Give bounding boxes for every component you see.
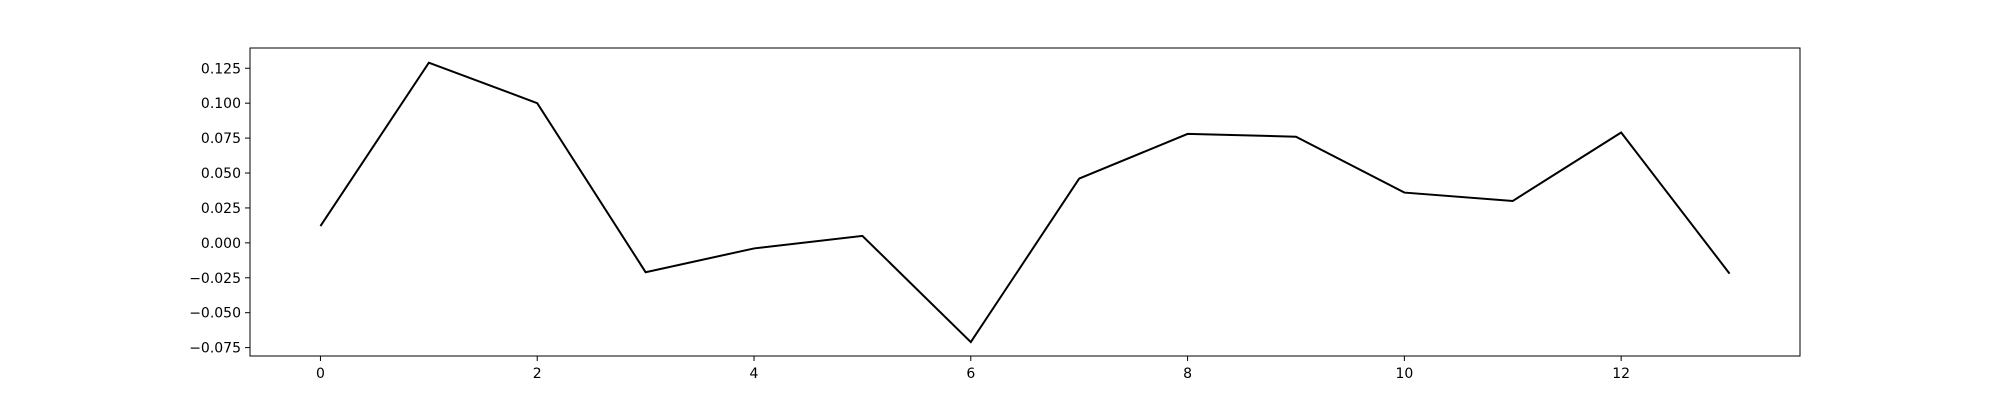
- x-tick-label: 4: [750, 366, 759, 382]
- x-tick-label: 10: [1395, 366, 1413, 382]
- x-tick-label: 8: [1183, 366, 1192, 382]
- x-tick-label: 2: [533, 366, 542, 382]
- y-tick-label: 0.100: [201, 96, 241, 112]
- y-tick-label: −0.025: [189, 271, 241, 287]
- y-tick-label: −0.050: [189, 306, 241, 322]
- x-axis: 0 2 4 6 8 10 12: [316, 356, 1630, 382]
- series-line: [319, 61, 1731, 344]
- y-tick-label: −0.075: [189, 341, 241, 357]
- y-tick-label: 0.125: [201, 61, 241, 77]
- y-tick-label: 0.000: [201, 236, 241, 252]
- y-tick-label: 0.025: [201, 201, 241, 217]
- series-layer: [319, 61, 1731, 344]
- y-tick-label: 0.050: [201, 166, 241, 182]
- x-tick-label: 6: [966, 366, 975, 382]
- plot-frame: [249, 47, 1801, 357]
- y-axis: 0.125 0.100 0.075 0.050 0.025 0.000 −0.025 −0.0…: [189, 61, 250, 357]
- x-tick-label: 12: [1612, 366, 1630, 382]
- x-tick-label: 0: [316, 366, 325, 382]
- y-tick-label: 0.075: [201, 131, 241, 147]
